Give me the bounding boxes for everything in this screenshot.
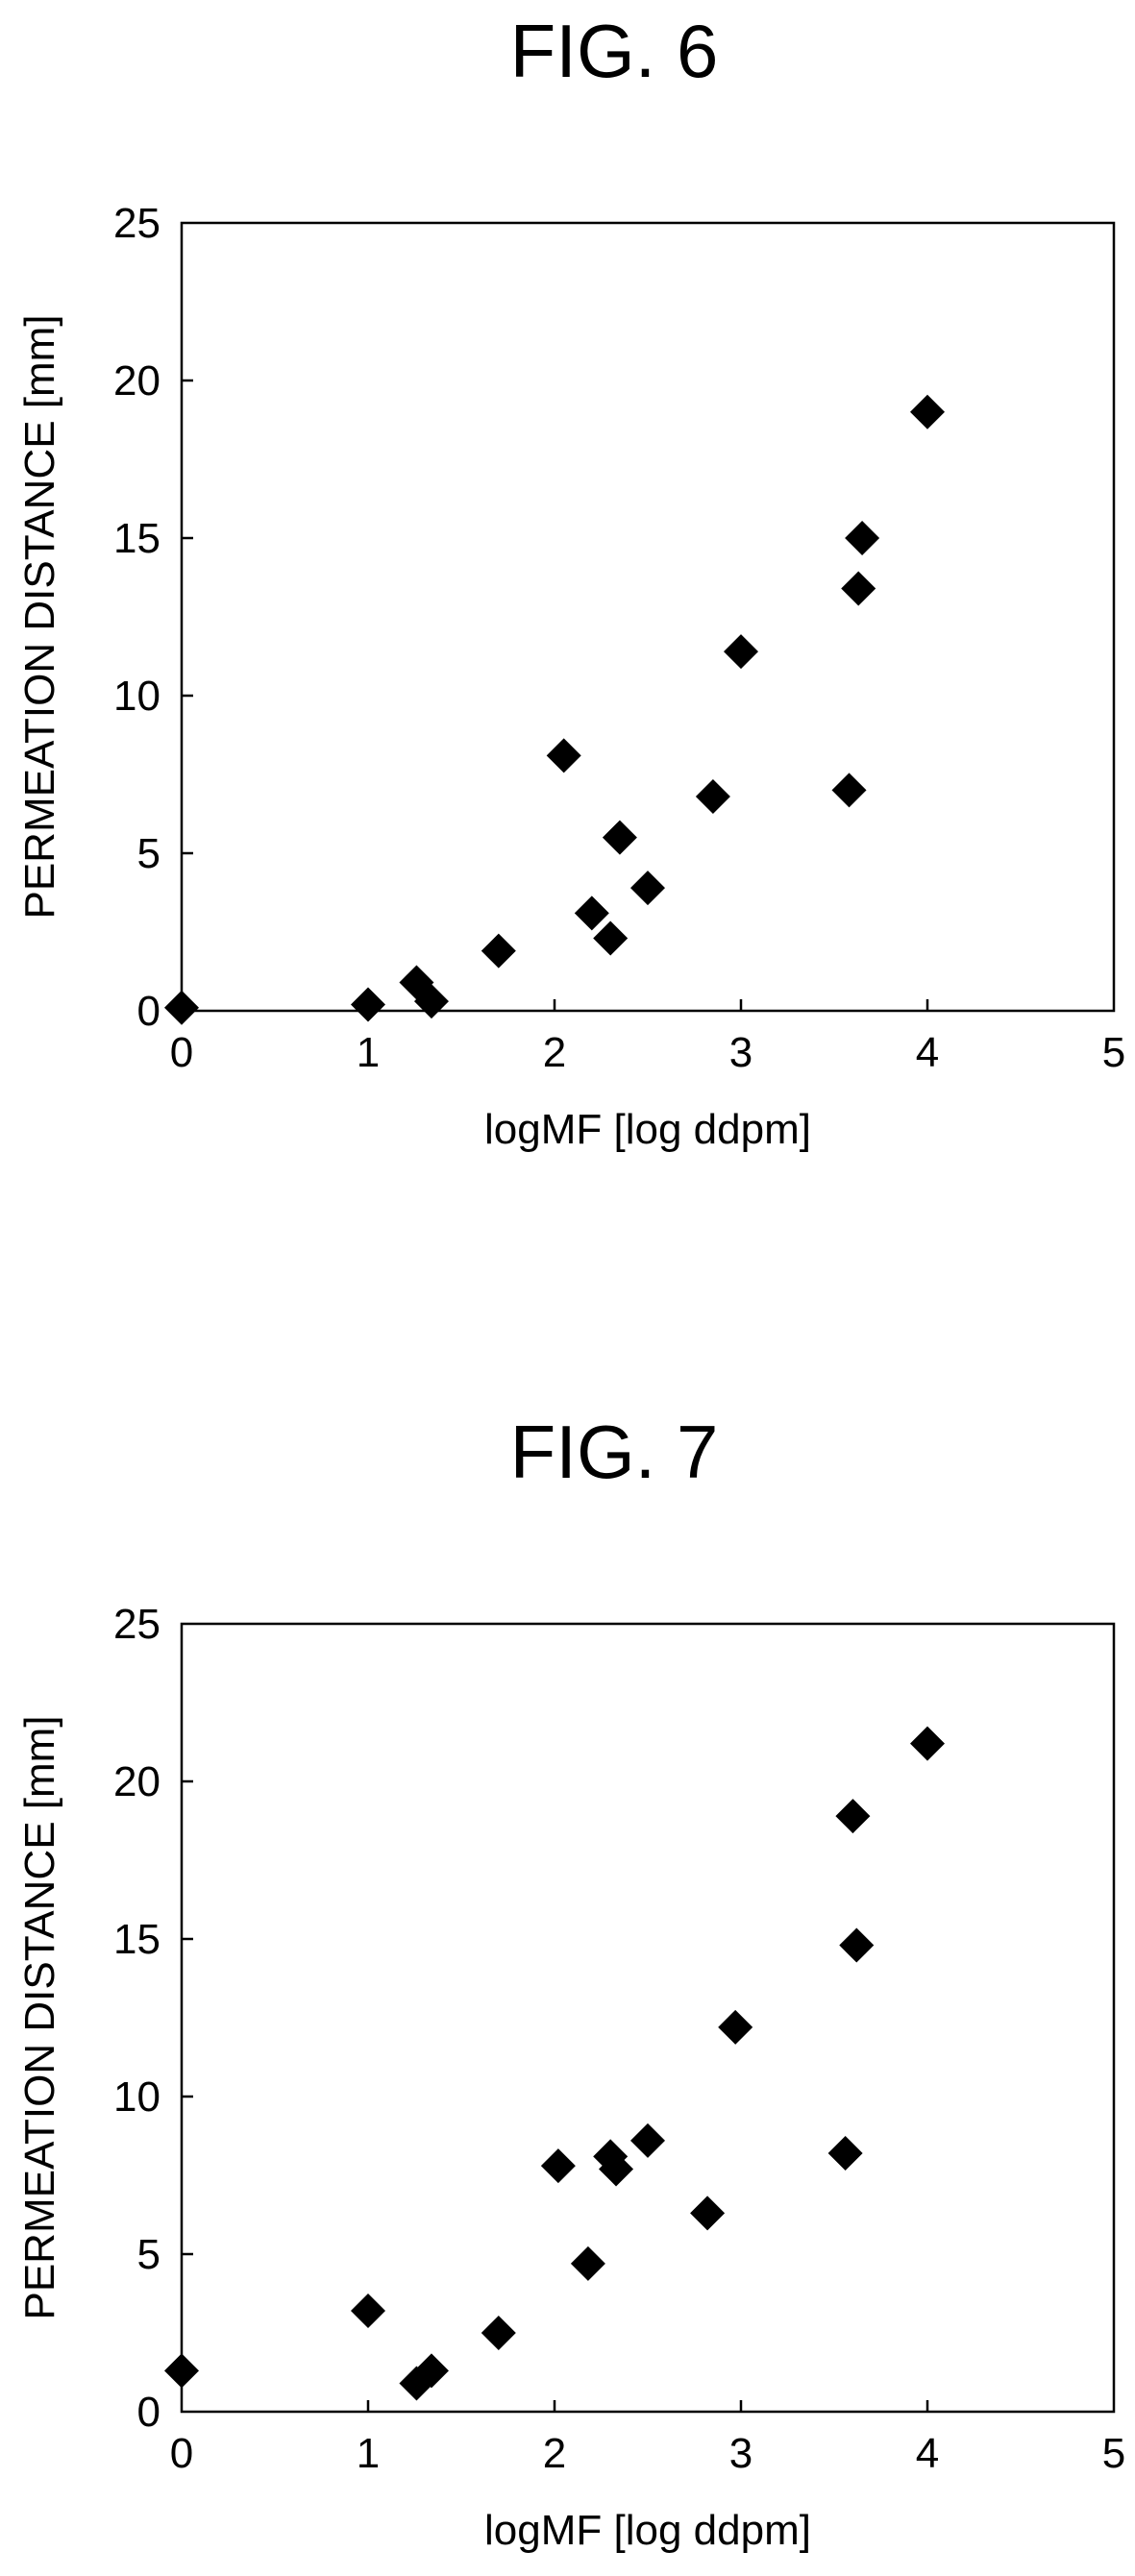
fig6-data-point: [910, 395, 945, 429]
fig6-data-point: [696, 779, 730, 814]
fig7-data-point: [839, 1928, 874, 1963]
fig7-data-point: [718, 2010, 753, 2045]
fig7-data-point: [690, 2196, 725, 2230]
fig7-x-tick-label: 2: [543, 2430, 566, 2477]
fig6-x-tick-label: 2: [543, 1029, 566, 1076]
fig7-data-point: [164, 2353, 199, 2388]
fig7-x-tick-label: 3: [729, 2430, 753, 2477]
fig7-markers: [164, 1727, 945, 2401]
fig6-data-point: [630, 871, 665, 905]
fig7-data-point: [910, 1727, 945, 1761]
fig6-y-tick-label: 20: [113, 357, 160, 405]
fig7-y-axis-label: PERMEATION DISTANCE [mm]: [16, 1715, 63, 2319]
fig6-y-tick-label: 15: [113, 515, 160, 562]
fig7-data-point: [541, 2148, 576, 2183]
fig6-data-point: [351, 987, 385, 1021]
fig7-y-tick-label: 20: [113, 1758, 160, 1805]
fig6-data-point: [841, 571, 876, 605]
fig7-y-tick-label: 0: [137, 2389, 160, 2436]
fig7-x-tick-label: 5: [1102, 2430, 1125, 2477]
fig7-y-tick-label: 10: [113, 2073, 160, 2121]
fig6-x-tick-label: 0: [170, 1029, 193, 1076]
fig7-x-axis-label: logMF [log ddpm]: [484, 2507, 811, 2554]
fig7-data-point: [571, 2246, 605, 2281]
fig6-title: FIG. 6: [510, 9, 719, 93]
fig6-data-point: [724, 634, 758, 669]
fig6-x-tick-label: 5: [1102, 1029, 1125, 1076]
fig6-x-tick-label: 3: [729, 1029, 753, 1076]
fig7-data-point: [351, 2294, 385, 2328]
fig7-data-point: [828, 2136, 863, 2171]
fig6-data-point: [575, 895, 609, 930]
fig6-x-axis-label: logMF [log ddpm]: [484, 1106, 811, 1153]
fig6-markers: [164, 395, 945, 1025]
fig6-y-tick-label: 25: [113, 200, 160, 247]
fig6-chart: FIG. 6 0 1 2 3 4 5 0 5 10 15 20 25 logMF [log ddpm…: [16, 9, 1125, 1153]
fig7-data-point: [835, 1799, 870, 1833]
fig6-x-tick-label: 4: [916, 1029, 939, 1076]
fig7-x-tick-label: 1: [357, 2430, 380, 2477]
fig6-y-tick-label: 0: [137, 988, 160, 1035]
fig7-data-point: [630, 2123, 665, 2158]
fig6-x-tick-label: 1: [357, 1029, 380, 1076]
fig7-plot-area: [182, 1624, 1114, 2412]
fig7-y-tick-label: 25: [113, 1601, 160, 1648]
fig7-x-tick-label: 4: [916, 2430, 939, 2477]
fig7-chart: FIG. 7 0 1 2 3 4 5 0 5 10 15 20 25 logMF [log ddpm…: [16, 1410, 1125, 2554]
fig6-data-point: [832, 773, 867, 807]
fig6-data-point: [845, 521, 879, 555]
fig6-y-tick-label: 10: [113, 673, 160, 720]
fig6-data-point: [593, 921, 628, 956]
fig6-y-axis-label: PERMEATION DISTANCE [mm]: [16, 314, 63, 919]
fig7-data-point: [481, 2316, 516, 2350]
fig6-data-point: [481, 934, 516, 969]
fig7-title: FIG. 7: [510, 1410, 719, 1494]
fig6-data-point: [603, 821, 637, 855]
fig7-x-tick-label: 0: [170, 2430, 193, 2477]
fig7-y-tick-label: 5: [137, 2231, 160, 2278]
fig6-y-tick-label: 5: [137, 830, 160, 877]
fig7-y-tick-label: 15: [113, 1916, 160, 1963]
fig6-data-point: [547, 738, 581, 773]
fig6-data-point: [164, 991, 199, 1025]
